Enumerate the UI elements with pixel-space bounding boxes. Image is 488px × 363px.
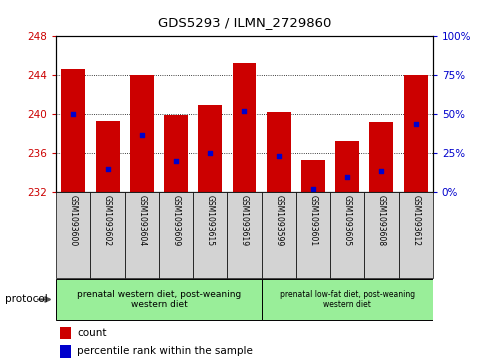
Text: GSM1093609: GSM1093609 [171, 195, 180, 246]
Bar [60, 327, 71, 339]
Text: count: count [77, 328, 106, 338]
Text: GSM1093605: GSM1093605 [342, 195, 351, 246]
Bar [266, 113, 290, 192]
FancyBboxPatch shape [398, 192, 432, 278]
Point [172, 158, 180, 164]
FancyBboxPatch shape [227, 192, 261, 278]
Point [138, 132, 145, 138]
Point [411, 121, 419, 127]
FancyBboxPatch shape [364, 192, 398, 278]
Bar [403, 75, 427, 192]
Bar [369, 122, 392, 192]
Text: GSM1093604: GSM1093604 [137, 195, 146, 246]
Text: GSM1093602: GSM1093602 [103, 195, 112, 246]
Point [103, 166, 111, 172]
Point [240, 108, 248, 114]
FancyBboxPatch shape [261, 278, 432, 321]
Text: protocol: protocol [5, 294, 47, 305]
Bar [232, 63, 256, 192]
FancyBboxPatch shape [56, 278, 261, 321]
Bar [61, 69, 85, 192]
Text: GSM1093619: GSM1093619 [240, 195, 248, 246]
Bar [96, 121, 119, 192]
Text: GSM1093612: GSM1093612 [410, 195, 419, 246]
Point [274, 154, 282, 159]
Point [377, 168, 385, 174]
Text: prenatal low-fat diet, post-weaning
western diet: prenatal low-fat diet, post-weaning west… [279, 290, 414, 309]
FancyBboxPatch shape [261, 192, 295, 278]
Text: GSM1093601: GSM1093601 [308, 195, 317, 246]
FancyBboxPatch shape [159, 192, 193, 278]
Text: GSM1093608: GSM1093608 [376, 195, 385, 246]
Point [206, 150, 214, 156]
Text: percentile rank within the sample: percentile rank within the sample [77, 346, 252, 356]
Text: prenatal western diet, post-weaning
western diet: prenatal western diet, post-weaning west… [77, 290, 241, 309]
FancyBboxPatch shape [193, 192, 227, 278]
FancyBboxPatch shape [329, 192, 364, 278]
Point [69, 111, 77, 117]
Point [308, 186, 316, 192]
Bar [129, 75, 153, 192]
Bar [60, 345, 71, 358]
Point [343, 174, 350, 180]
Text: GSM1093599: GSM1093599 [274, 195, 283, 246]
Bar [300, 160, 324, 192]
FancyBboxPatch shape [90, 192, 124, 278]
Bar [334, 141, 358, 192]
Bar [198, 105, 222, 192]
FancyBboxPatch shape [124, 192, 159, 278]
Text: GSM1093600: GSM1093600 [69, 195, 78, 246]
FancyBboxPatch shape [56, 192, 90, 278]
Text: GSM1093615: GSM1093615 [205, 195, 214, 246]
Bar [163, 115, 187, 192]
Text: GDS5293 / ILMN_2729860: GDS5293 / ILMN_2729860 [158, 16, 330, 29]
FancyBboxPatch shape [295, 192, 329, 278]
